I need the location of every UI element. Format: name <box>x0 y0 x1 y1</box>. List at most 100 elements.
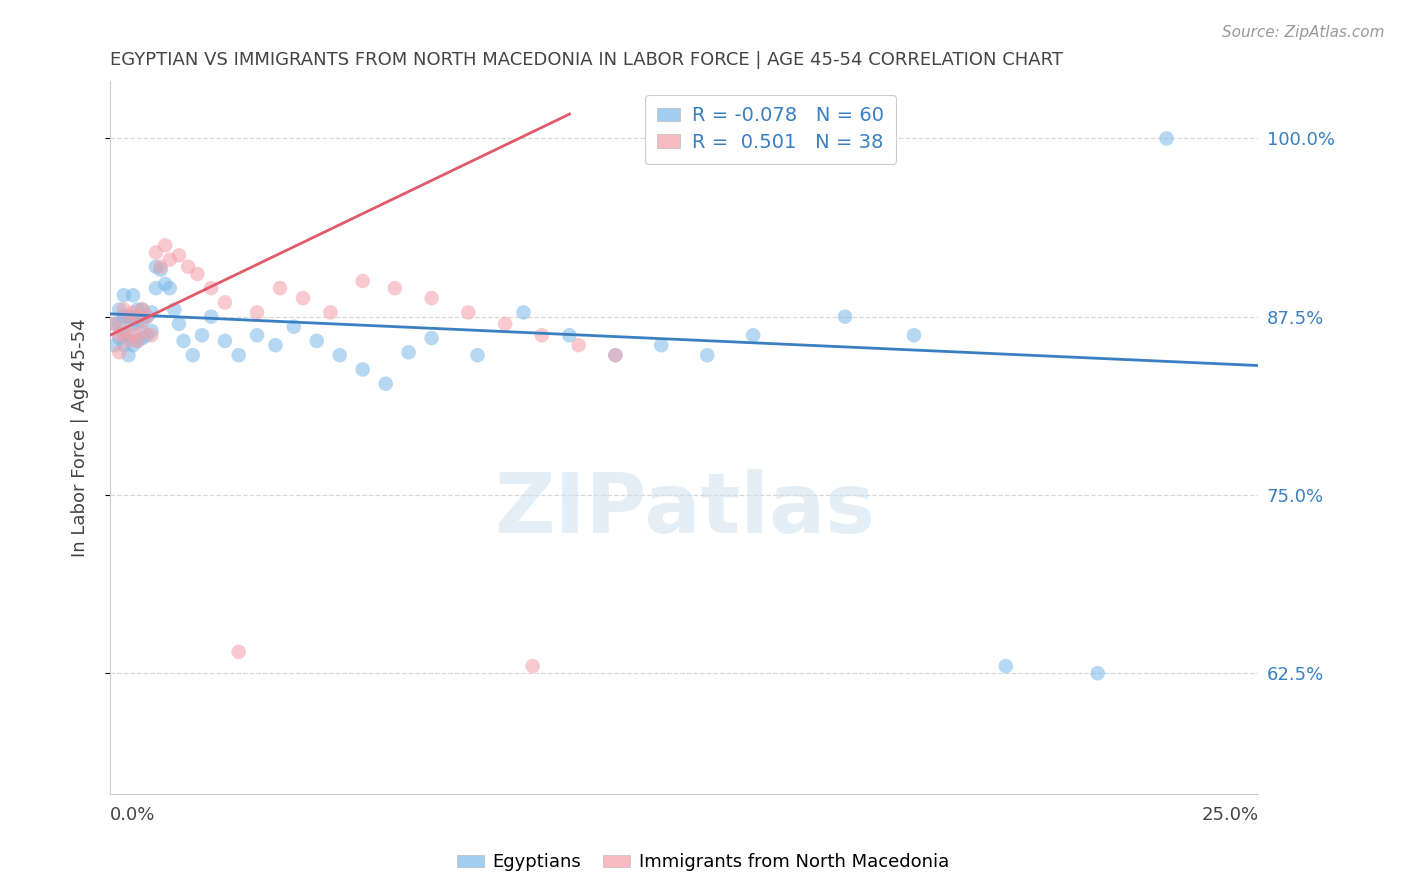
Point <box>131 302 153 317</box>
Point <box>141 328 163 343</box>
Point <box>127 334 149 348</box>
Text: ZIPatlas: ZIPatlas <box>494 468 875 549</box>
Point <box>153 238 176 252</box>
Point <box>696 348 718 362</box>
Point <box>352 274 374 288</box>
Point <box>305 334 328 348</box>
Point <box>131 324 153 338</box>
Point <box>112 324 135 338</box>
Point <box>246 328 269 343</box>
Legend: R = -0.078   N = 60, R =  0.501   N = 38: R = -0.078 N = 60, R = 0.501 N = 38 <box>645 95 896 164</box>
Point <box>384 281 406 295</box>
Point <box>104 338 127 352</box>
Point <box>558 328 581 343</box>
Point <box>104 317 127 331</box>
Point <box>122 338 145 352</box>
Point <box>141 324 163 338</box>
Point <box>159 252 181 267</box>
Point <box>131 302 153 317</box>
Point <box>530 328 553 343</box>
Point <box>329 348 352 362</box>
Point <box>108 345 131 359</box>
Point <box>742 328 765 343</box>
Point <box>153 277 176 291</box>
Point <box>104 317 127 331</box>
Point <box>214 295 236 310</box>
Point <box>112 288 135 302</box>
Point <box>131 314 153 328</box>
Point <box>374 376 396 391</box>
Point <box>112 338 135 352</box>
Point <box>200 310 222 324</box>
Point <box>264 338 287 352</box>
Point <box>117 334 139 348</box>
Point <box>522 659 544 673</box>
Point <box>420 331 443 345</box>
Point <box>167 248 190 262</box>
Point <box>834 310 856 324</box>
Point <box>200 281 222 295</box>
Point <box>605 348 627 362</box>
Point <box>108 331 131 345</box>
Point <box>159 281 181 295</box>
Point <box>108 302 131 317</box>
Point <box>292 291 315 305</box>
Point <box>173 334 195 348</box>
Point <box>117 310 139 324</box>
Point <box>145 245 167 260</box>
Point <box>135 310 157 324</box>
Legend: Egyptians, Immigrants from North Macedonia: Egyptians, Immigrants from North Macedon… <box>450 847 956 879</box>
Point <box>127 317 149 331</box>
Point <box>117 348 139 362</box>
Y-axis label: In Labor Force | Age 45-54: In Labor Force | Age 45-54 <box>72 318 89 558</box>
Point <box>108 328 131 343</box>
Point <box>994 659 1017 673</box>
Point <box>568 338 591 352</box>
Point <box>269 281 291 295</box>
Point <box>122 305 145 319</box>
Point <box>605 348 627 362</box>
Point <box>141 305 163 319</box>
Point <box>149 260 172 274</box>
Point <box>127 302 149 317</box>
Point <box>903 328 925 343</box>
Point <box>352 362 374 376</box>
Point <box>108 317 131 331</box>
Point <box>127 334 149 348</box>
Point <box>650 338 672 352</box>
Point <box>283 319 305 334</box>
Point <box>228 348 250 362</box>
Point <box>112 328 135 343</box>
Point <box>177 260 200 274</box>
Point <box>494 317 516 331</box>
Point <box>112 302 135 317</box>
Point <box>181 348 204 362</box>
Point <box>1087 666 1109 681</box>
Point <box>145 281 167 295</box>
Text: 0.0%: 0.0% <box>110 805 156 824</box>
Point <box>117 310 139 324</box>
Point <box>145 260 167 274</box>
Point <box>457 305 479 319</box>
Point <box>319 305 342 319</box>
Text: EGYPTIAN VS IMMIGRANTS FROM NORTH MACEDONIA IN LABOR FORCE | AGE 45-54 CORRELATI: EGYPTIAN VS IMMIGRANTS FROM NORTH MACEDO… <box>110 51 1063 69</box>
Point <box>1156 131 1178 145</box>
Point <box>127 310 149 324</box>
Point <box>246 305 269 319</box>
Point <box>163 302 186 317</box>
Point <box>122 328 145 343</box>
Point <box>191 328 214 343</box>
Point <box>420 291 443 305</box>
Point <box>135 328 157 343</box>
Point <box>122 310 145 324</box>
Point <box>149 262 172 277</box>
Point <box>186 267 208 281</box>
Text: Source: ZipAtlas.com: Source: ZipAtlas.com <box>1222 25 1385 40</box>
Point <box>112 310 135 324</box>
Point <box>167 317 190 331</box>
Text: 25.0%: 25.0% <box>1201 805 1258 824</box>
Point <box>131 331 153 345</box>
Point <box>122 317 145 331</box>
Point <box>214 334 236 348</box>
Point <box>135 310 157 324</box>
